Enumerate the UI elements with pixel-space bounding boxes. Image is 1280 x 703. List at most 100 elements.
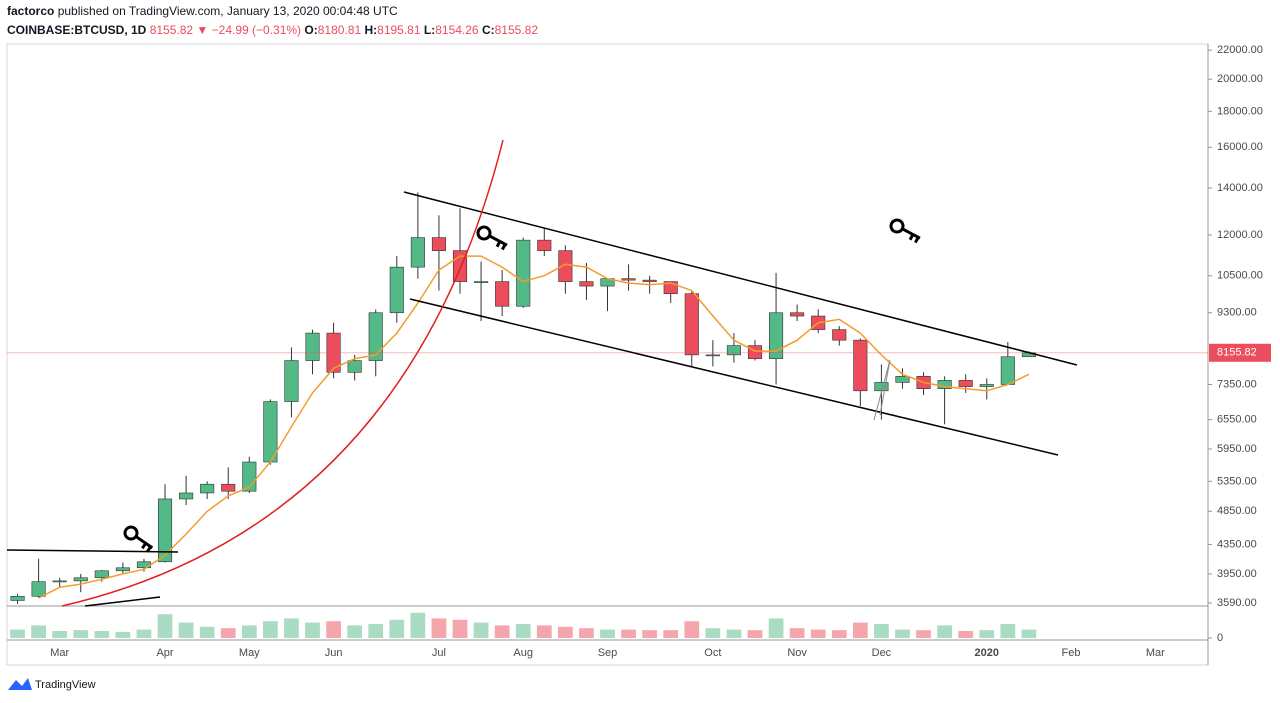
volume-bar <box>52 631 68 638</box>
candle-body <box>684 293 699 356</box>
publish-line: factorco published on TradingView.com, J… <box>7 4 398 18</box>
candle-body <box>347 360 362 373</box>
y-tick-label: 7350.00 <box>1217 378 1257 390</box>
candle-body <box>1000 356 1015 385</box>
volume-bar <box>157 614 173 638</box>
x-tick-label: Aug <box>513 647 533 659</box>
channel-bottom <box>409 298 1059 456</box>
volume-bar <box>1000 624 1016 638</box>
candle-body <box>284 360 299 402</box>
volume-bar <box>263 621 278 638</box>
volume-bar <box>115 631 131 638</box>
candle-body <box>368 312 383 361</box>
key-icon <box>123 525 154 553</box>
volume-bar <box>31 625 46 638</box>
last-price: 8155.82 <box>150 23 194 37</box>
candle-body <box>326 332 341 373</box>
key-icon <box>889 218 921 244</box>
volume-bar <box>94 631 110 638</box>
volume-bar <box>431 618 447 638</box>
volume-bar <box>642 630 658 638</box>
brand: TradingView <box>8 678 96 691</box>
volume-bar <box>979 630 995 638</box>
candle-body <box>94 570 109 579</box>
volume-bar <box>178 622 194 638</box>
candle-body <box>389 266 404 314</box>
volume-bar <box>557 626 573 638</box>
candle-body <box>31 581 46 597</box>
key-icons <box>123 218 921 553</box>
candle-body <box>642 279 657 282</box>
y-tick-label: 4850.00 <box>1217 505 1257 517</box>
candle-body <box>579 281 594 287</box>
change: −24.99 (−0.31%) <box>212 23 301 37</box>
volume-bar <box>874 624 889 638</box>
low-value: 8154.26 <box>435 23 479 37</box>
volume-bar <box>452 619 468 638</box>
volume-bar <box>241 625 257 638</box>
y-tick-label: 14000.00 <box>1217 182 1263 194</box>
volume-bar <box>789 628 805 638</box>
x-tick-label: Oct <box>704 647 721 659</box>
y-tick-label: 3590.00 <box>1217 597 1257 609</box>
candle-body <box>115 567 130 572</box>
x-tick-label: Feb <box>1062 647 1081 659</box>
candle-body <box>537 239 552 251</box>
candle-body <box>769 312 784 359</box>
y-tick-label: 5950.00 <box>1217 443 1257 455</box>
x-tick-label: Dec <box>872 647 892 659</box>
candle-body <box>410 237 425 268</box>
volume-bar <box>305 622 320 638</box>
x-tick-label: Jun <box>325 647 343 659</box>
candle-body <box>200 483 215 494</box>
volume-bar <box>831 630 847 638</box>
volume-bar <box>810 629 826 638</box>
price-label: 8155.82 <box>1217 347 1257 359</box>
candle-body <box>832 329 847 341</box>
candle-body <box>179 492 194 500</box>
x-tick-label: Nov <box>787 647 807 659</box>
candle-body <box>452 250 468 282</box>
volume-bar <box>768 618 784 638</box>
volume-bar <box>326 621 341 638</box>
volume-bar <box>958 631 974 638</box>
y-tick-label: 16000.00 <box>1217 141 1263 153</box>
y-tick-label: 5350.00 <box>1217 475 1257 487</box>
x-tick-label: 2020 <box>975 647 999 659</box>
parabolic-curve <box>61 139 504 607</box>
volume-bar <box>621 629 636 638</box>
candle-body <box>431 237 446 251</box>
volume-tick-label: 0 <box>1217 632 1223 644</box>
candle-body <box>73 577 88 582</box>
candle-body <box>747 345 763 359</box>
x-tick-label: Apr <box>156 647 173 659</box>
high-label: H: <box>364 23 377 37</box>
volume-bar <box>663 630 679 638</box>
moving-average <box>38 255 1030 599</box>
candle-body <box>726 345 741 356</box>
volume-bar <box>852 622 868 638</box>
volume-bar <box>895 629 910 638</box>
volume-bar <box>494 625 510 638</box>
volume-bar <box>515 624 531 638</box>
volume-bar <box>136 629 152 638</box>
author: factorco <box>7 4 54 18</box>
volume-bar <box>937 625 952 638</box>
volume-bar <box>536 625 552 638</box>
volume-bar <box>10 629 25 638</box>
candle-body <box>790 312 805 317</box>
candle-body <box>221 483 236 492</box>
open-label: O: <box>304 23 317 37</box>
volume-bar <box>410 612 426 638</box>
y-tick-label: 3950.00 <box>1217 568 1257 580</box>
support-line <box>84 596 161 607</box>
volume-bar <box>199 626 215 638</box>
volume-bar <box>916 630 931 638</box>
candle-body <box>558 250 573 282</box>
x-tick-label: Mar <box>50 647 69 659</box>
channel-top <box>403 191 1078 366</box>
volume-bar <box>220 628 236 638</box>
brand-name: TradingView <box>35 679 96 691</box>
x-tick-label: Jul <box>432 647 446 659</box>
